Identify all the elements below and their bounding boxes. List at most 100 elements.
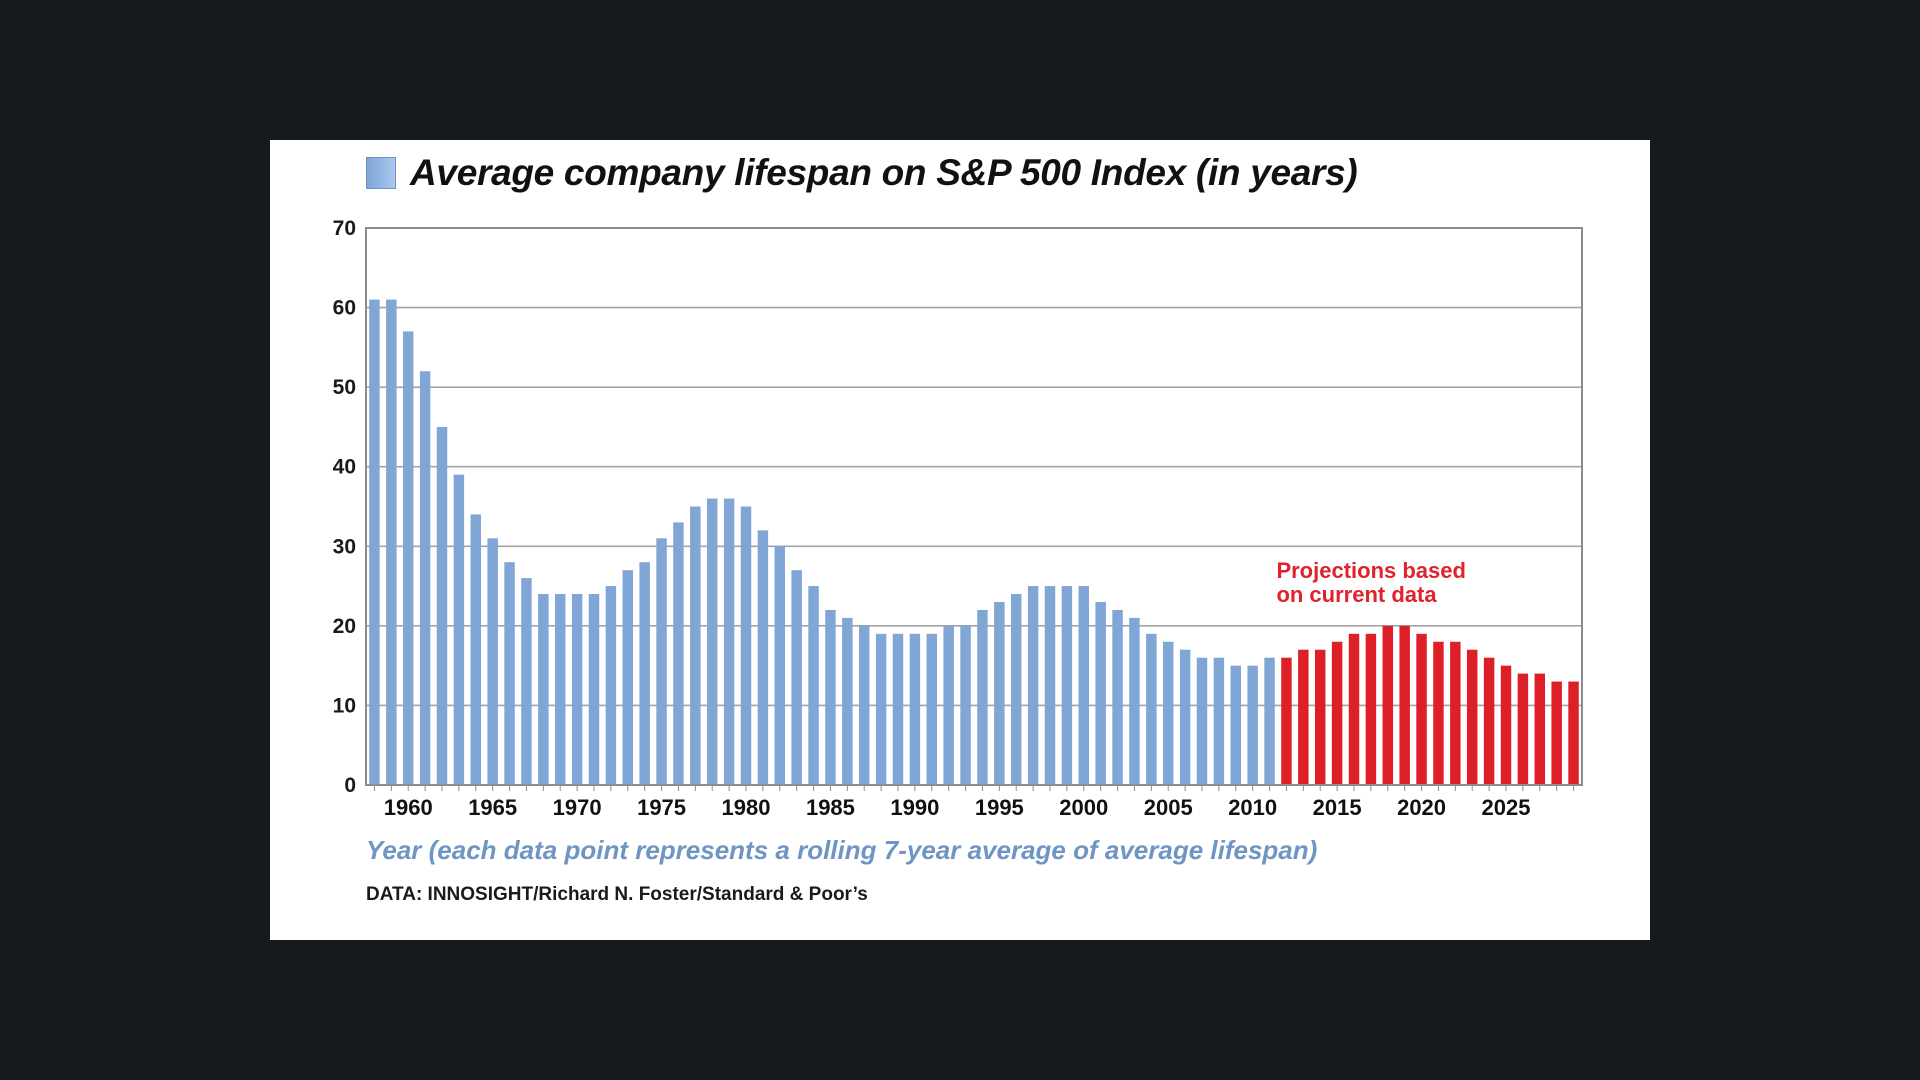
x-axis-title: Year (each data point represents a rolli…: [366, 835, 1318, 865]
x-tick-label: 2000: [1059, 795, 1108, 820]
historic-bar: [622, 570, 634, 785]
historic-bar: [1061, 586, 1073, 785]
projection-bar: [1450, 641, 1461, 785]
historic-bar: [791, 570, 802, 785]
historic-bar: [554, 594, 566, 785]
chart-card: Average company lifespan on S&P 500 Inde…: [270, 140, 1650, 940]
historic-bar: [808, 586, 819, 785]
historic-bar: [639, 562, 650, 785]
historic-bar: [656, 538, 667, 785]
historic-bar: [521, 578, 532, 785]
x-tick-label: 2010: [1228, 795, 1277, 820]
historic-bar: [960, 625, 971, 785]
historic-bar: [943, 625, 954, 785]
projection-bar: [1314, 649, 1326, 785]
y-tick-label: 20: [333, 615, 356, 638]
historic-bar: [842, 617, 853, 785]
projection-bar: [1551, 681, 1562, 785]
x-tick-label: 2025: [1482, 795, 1531, 820]
x-tick-label: 1980: [722, 795, 771, 820]
historic-bar: [977, 609, 988, 785]
historic-bar: [1247, 665, 1258, 785]
y-tick-label: 50: [333, 376, 356, 399]
y-tick-label: 40: [333, 456, 356, 479]
y-tick-label: 30: [333, 535, 356, 558]
historic-bar: [1129, 617, 1140, 785]
projection-bar: [1534, 673, 1546, 785]
legend-swatch: [366, 157, 396, 189]
historic-bar: [892, 633, 904, 785]
historic-bar: [504, 562, 515, 785]
y-tick-label: 0: [344, 774, 356, 797]
y-tick-label: 10: [333, 694, 356, 717]
bars: [369, 299, 1579, 785]
historic-bar: [436, 426, 448, 785]
projection-bar: [1281, 657, 1292, 785]
axes: [365, 227, 1583, 791]
x-tick-label: 1960: [384, 795, 433, 820]
historic-bar: [470, 514, 482, 785]
historic-bar: [1010, 594, 1022, 785]
projection-bar: [1348, 633, 1360, 785]
historic-bar: [369, 299, 380, 785]
y-tick-label: 70: [333, 217, 356, 240]
historic-bar: [1095, 601, 1106, 785]
x-tick-label: 2020: [1397, 795, 1446, 820]
historic-bar: [1146, 633, 1157, 785]
x-tick-label: 1995: [975, 795, 1024, 820]
x-tick-label: 2015: [1313, 795, 1362, 820]
chart-legend: Average company lifespan on S&P 500 Inde…: [366, 152, 1358, 194]
historic-bar: [858, 625, 870, 785]
historic-bar: [1044, 586, 1056, 785]
historic-bar: [825, 609, 836, 785]
x-tick-label: 1975: [637, 795, 686, 820]
tick-labels: 0 10 20 30 40 50 60 70 1960 1965 1970 1975 1980 1985 1…: [333, 217, 1531, 820]
projection-bar: [1483, 657, 1495, 785]
historic-bar: [690, 506, 701, 785]
x-tick-label: 1985: [806, 795, 855, 820]
historic-bar: [402, 331, 414, 785]
projection-bar: [1298, 649, 1309, 785]
projection-bar: [1365, 633, 1377, 785]
projection-annotation-line-1: Projections based: [1276, 558, 1466, 583]
historic-bar: [1027, 586, 1039, 785]
historic-bar: [994, 601, 1005, 785]
historic-bar: [588, 594, 600, 785]
projection-bar: [1416, 633, 1427, 785]
historic-bar: [926, 633, 938, 785]
source-credit: DATA: INNOSIGHT/Richard N. Foster/Standa…: [366, 884, 868, 905]
projection-annotation-line-2: on current data: [1276, 582, 1437, 607]
historic-bar: [1213, 657, 1225, 785]
historic-bar: [875, 633, 887, 785]
historic-bar: [1112, 609, 1123, 785]
projection-bar: [1433, 641, 1444, 785]
x-tick-label: 1970: [553, 795, 602, 820]
historic-bar: [605, 586, 617, 785]
y-tick-label: 60: [333, 297, 356, 320]
projection-bar: [1466, 649, 1478, 785]
projection-bar: [1500, 665, 1512, 785]
historic-bar: [740, 506, 752, 785]
projection-bar: [1517, 673, 1529, 785]
historic-bar: [1264, 657, 1275, 785]
historic-bar: [723, 498, 735, 785]
historic-bar: [1196, 657, 1208, 785]
projection-bar: [1382, 625, 1394, 785]
bar-chart: 0 10 20 30 40 50 60 70 1960 1965 1970 1975 1980 1985 1…: [333, 217, 1583, 820]
historic-bar: [453, 474, 465, 785]
x-tick-label: 1990: [890, 795, 939, 820]
x-tick-label: 1965: [468, 795, 517, 820]
historic-bar: [909, 633, 921, 785]
historic-bar: [1078, 586, 1090, 785]
historic-bar: [1162, 641, 1174, 785]
projection-bar: [1568, 681, 1579, 785]
projection-bar: [1399, 625, 1410, 785]
plot-frame: [365, 227, 1583, 786]
historic-bar: [487, 538, 498, 785]
historic-bar: [673, 522, 684, 785]
historic-bar: [1230, 665, 1242, 785]
historic-bar: [1179, 649, 1191, 785]
historic-bar: [571, 594, 583, 785]
chart-title: Average company lifespan on S&P 500 Inde…: [410, 152, 1358, 193]
x-tick-label: 2005: [1144, 795, 1193, 820]
